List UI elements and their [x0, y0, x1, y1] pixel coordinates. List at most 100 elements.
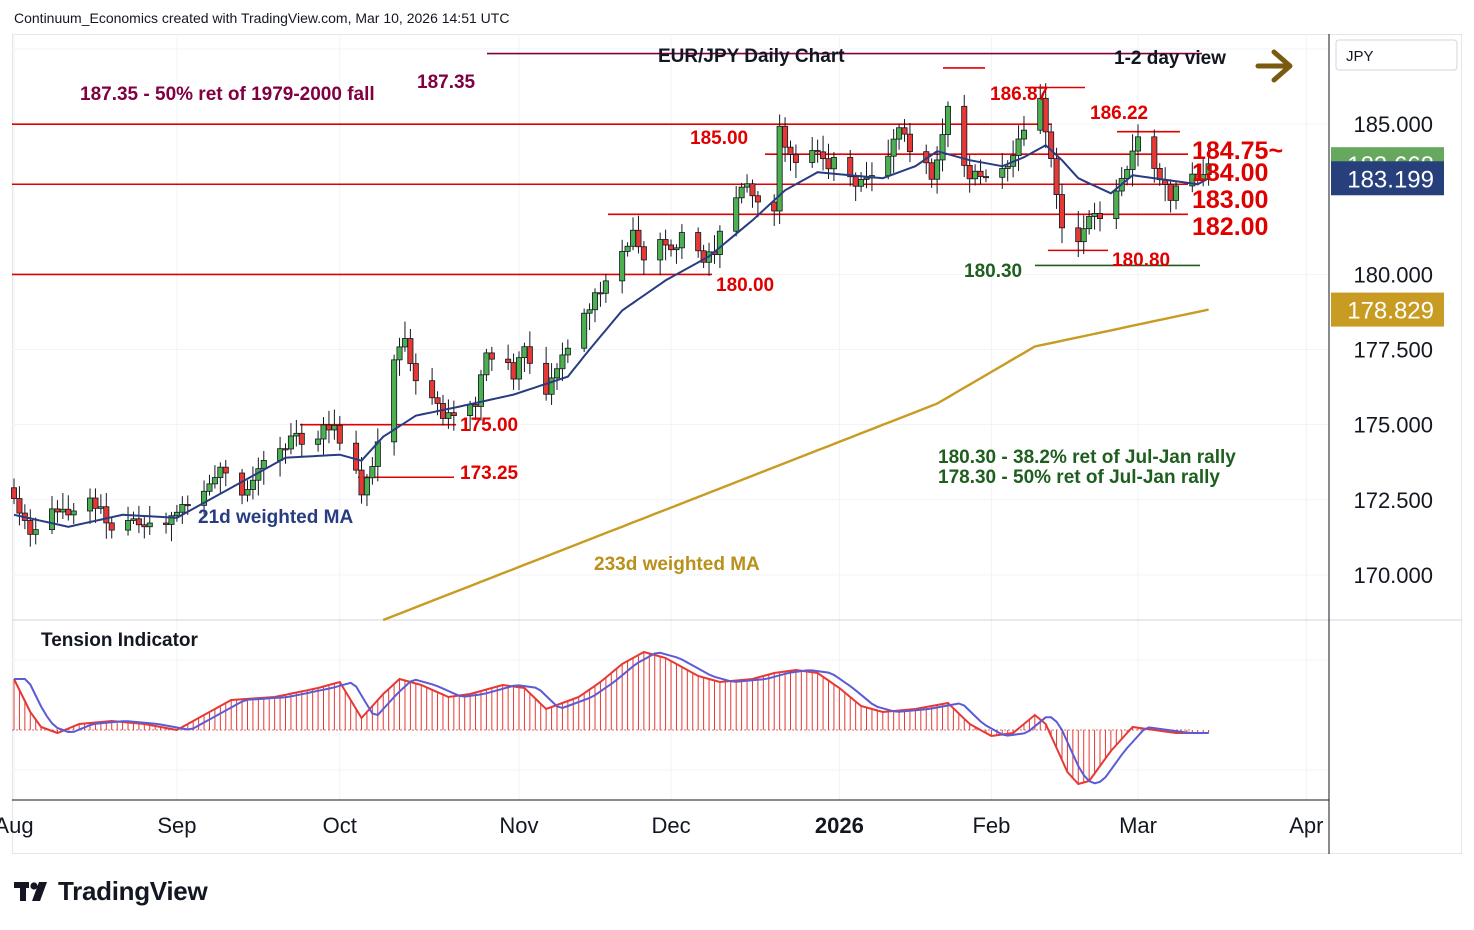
candle-down: [977, 170, 984, 177]
candle-up: [97, 506, 104, 509]
y-tick-label: 180.000: [1353, 262, 1433, 287]
right-arrow-icon: [1255, 49, 1293, 83]
candle-down: [222, 466, 229, 474]
candle-up: [477, 374, 484, 407]
ma233-label: 233d weighted MA: [594, 554, 760, 575]
candle-up: [483, 352, 490, 376]
candle-up: [445, 412, 452, 419]
candle-up: [369, 466, 376, 479]
candle-up: [1113, 190, 1120, 219]
candle-down: [526, 346, 533, 364]
x-tick-label: 2026: [815, 813, 864, 838]
y-tick-label: 185.000: [1353, 112, 1433, 137]
candle-down: [429, 380, 436, 399]
y-tick-label: 170.000: [1353, 563, 1433, 588]
candle-up: [1086, 216, 1093, 230]
candle-up: [173, 511, 180, 517]
candle-up: [624, 245, 631, 252]
candle-up: [206, 483, 213, 492]
candle-up: [863, 177, 870, 180]
candle-down: [135, 518, 142, 526]
level-label-184-75: 184.75~: [1192, 137, 1283, 165]
level-label-184-00: 184.00: [1192, 159, 1268, 187]
candle-up: [885, 155, 892, 176]
candle-up: [49, 508, 56, 531]
candle-down: [906, 133, 913, 153]
x-tick-label: Nov: [499, 813, 538, 838]
candle-up: [125, 520, 132, 531]
price-badge: [1331, 292, 1444, 327]
tension-indicator-pane: [12, 650, 1210, 786]
level-label-186-87: 186.87: [990, 84, 1048, 105]
candle-up: [315, 438, 322, 445]
candle-down: [1042, 97, 1049, 133]
tradingview-brand[interactable]: TradingView: [14, 876, 208, 907]
candle-down: [668, 244, 675, 251]
candle-up: [999, 168, 1006, 178]
candle-up: [776, 125, 783, 212]
x-tick-label: Sep: [157, 813, 196, 838]
fib-1979-label: 187.35 - 50% ret of 1979-2000 fall: [80, 84, 375, 105]
candle-up: [716, 230, 723, 255]
level-label-180-80: 180.80: [1112, 250, 1170, 271]
candle-down: [1048, 131, 1055, 160]
candle-up: [515, 357, 522, 380]
candle-down: [1167, 183, 1174, 201]
x-tick-label: Oct: [323, 813, 357, 838]
candle-down: [510, 362, 517, 380]
candle-up: [602, 280, 609, 294]
candle-down: [412, 363, 419, 382]
candle-down: [928, 162, 935, 180]
x-tick-label: Mar: [1119, 813, 1157, 838]
candle-up: [244, 489, 251, 496]
candle-up: [1129, 150, 1136, 170]
ma21-path: [13, 143, 1210, 528]
candle-up: [217, 466, 224, 478]
arrow-head: [1271, 49, 1293, 83]
candle-up: [70, 510, 77, 516]
candle-up: [657, 239, 664, 261]
level-label-180-30: 180.30: [964, 261, 1022, 282]
tension-fast-line: [13, 650, 1209, 786]
candle-up: [934, 159, 941, 180]
chart-header: Continuum_Economics created with Trading…: [14, 10, 510, 26]
candle-down: [184, 504, 191, 507]
candle-up: [260, 460, 267, 470]
candle-down: [336, 424, 343, 444]
candle-up: [1020, 129, 1027, 140]
candle-down: [54, 508, 61, 513]
candle-up: [467, 404, 474, 416]
candle-down: [901, 127, 908, 135]
chart-frame: [12, 34, 1462, 854]
axes: 187.500185.000180.000177.500175.000172.5…: [0, 34, 1458, 854]
candle-up: [293, 432, 300, 437]
support-resistance-levels: [12, 52, 1202, 479]
candle-down: [353, 442, 360, 471]
candle-down: [282, 448, 289, 451]
candle-down: [695, 232, 702, 252]
ma21-line: [13, 143, 1210, 528]
chart-title: EUR/JPY Daily Chart: [658, 46, 845, 67]
y-tick-label: 172.500: [1353, 488, 1433, 513]
candle-down: [407, 338, 414, 364]
candle-up: [581, 312, 588, 349]
candle-up: [738, 186, 745, 199]
candle-down: [1097, 213, 1104, 219]
candle-up: [548, 377, 555, 395]
candle-down: [662, 239, 669, 246]
candle-down: [163, 522, 170, 525]
candle-up: [201, 490, 208, 506]
candle-down: [1058, 194, 1065, 229]
fib-382-label: 180.30 - 38.2% ret of Jul-Jan rally: [938, 447, 1236, 468]
candle-down: [10, 487, 17, 499]
candle-down: [749, 183, 756, 197]
candle-down: [792, 154, 799, 163]
candle-up: [559, 354, 566, 370]
level-label-173-25: 173.25: [460, 463, 519, 484]
y-tick-label: 177.500: [1353, 338, 1433, 363]
candle-down: [825, 158, 832, 170]
candle-up: [87, 497, 94, 512]
fib-50-label: 178.30 - 50% ret of Jul-Jan rally: [938, 467, 1220, 488]
candle-up: [744, 183, 751, 188]
